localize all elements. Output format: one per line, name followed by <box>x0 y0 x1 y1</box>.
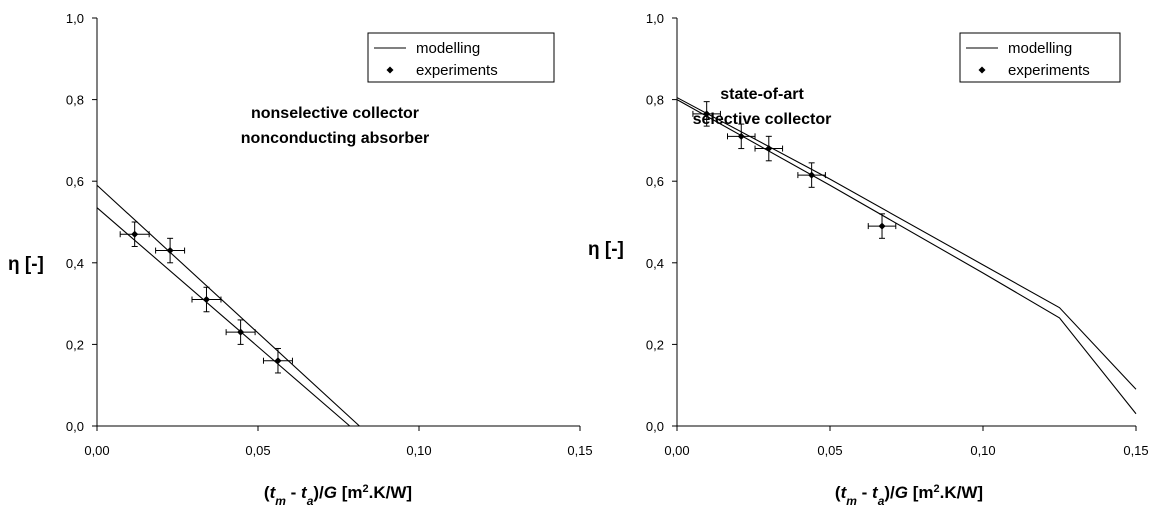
x-tick-label: 0,10 <box>406 443 431 458</box>
diamond-marker <box>808 171 816 179</box>
x-tick-label: 0,00 <box>664 443 689 458</box>
legend-label-experiments: experiments <box>1008 62 1090 79</box>
experiment-point <box>191 286 222 313</box>
y-tick-label: 0,6 <box>646 174 664 189</box>
experiment-point <box>262 347 293 374</box>
experiment-point <box>754 135 784 162</box>
y-tick-label: 0,2 <box>646 337 664 352</box>
legend-diamond-swatch <box>386 66 394 74</box>
y-tick-label: 0,8 <box>646 93 664 108</box>
y-axis-label: η [-] <box>8 254 44 275</box>
annotation-line-1: nonselective collector <box>251 105 419 122</box>
chart-panel-1: 0,0 0,2 0,4 0,6 0,8 1,0 0,00 0,05 0,10 0,15 η [-] (… <box>8 11 593 508</box>
y-tick-label: 0,2 <box>66 337 84 352</box>
experiment-point <box>119 221 150 247</box>
legend-label-experiments: experiments <box>416 62 498 79</box>
y-tick-label: 0,4 <box>646 256 664 271</box>
diamond-marker <box>237 328 245 336</box>
experiment-point <box>225 319 256 345</box>
experiment-point <box>867 213 897 239</box>
modelling-line <box>96 207 351 427</box>
y-tick-label: 0,8 <box>66 93 84 108</box>
modelling-line <box>96 184 360 427</box>
modelling-line <box>676 99 1137 415</box>
legend: modelling experiments <box>959 32 1121 83</box>
diamond-marker <box>703 110 711 118</box>
x-tick-label: 0,05 <box>817 443 842 458</box>
y-tick-label: 0,6 <box>66 174 84 189</box>
legend-label-modelling: modelling <box>416 40 480 57</box>
diamond-marker <box>878 222 886 230</box>
y-tick-label: 1,0 <box>646 11 664 26</box>
diamond-marker <box>765 145 773 153</box>
x-tick-label: 0,00 <box>84 443 109 458</box>
experiment-point <box>726 123 756 150</box>
diamond-marker <box>166 247 174 255</box>
diamond-marker <box>202 296 210 304</box>
y-axis-label: η [-] <box>588 239 624 260</box>
y-tick-label: 0,0 <box>646 419 664 434</box>
diamond-marker <box>737 132 745 140</box>
y-tick-label: 0,4 <box>66 256 84 271</box>
diamond-marker <box>274 357 282 365</box>
legend-box <box>959 32 1121 83</box>
experiment-point <box>692 101 721 127</box>
legend-box <box>367 32 555 83</box>
diamond-marker <box>131 230 139 238</box>
x-axis-label: (tm - ta)/G [m2.K/W] <box>835 483 983 508</box>
x-tick-label: 0,15 <box>1123 443 1148 458</box>
legend: modelling experiments <box>367 32 555 83</box>
x-tick-label: 0,05 <box>245 443 270 458</box>
y-tick-label: 0,0 <box>66 419 84 434</box>
x-tick-label: 0,10 <box>970 443 995 458</box>
legend-label-modelling: modelling <box>1008 40 1072 57</box>
annotation-line-1: state-of-art <box>720 86 804 103</box>
experiment-point <box>797 162 826 188</box>
chart-panel-2: 0,0 0,2 0,4 0,6 0,8 1,0 0,00 0,05 0,10 0,15 η [-] (… <box>588 11 1149 508</box>
annotation-line-2: selective collector <box>693 111 832 128</box>
y-tick-label: 1,0 <box>66 11 84 26</box>
experiment-point <box>155 237 186 264</box>
x-axis-label: (tm - ta)/G [m2.K/W] <box>264 483 412 508</box>
annotation-line-2: nonconducting absorber <box>241 130 429 147</box>
x-tick-label: 0,15 <box>567 443 592 458</box>
legend-diamond-swatch <box>978 66 986 74</box>
modelling-line <box>676 97 1137 390</box>
